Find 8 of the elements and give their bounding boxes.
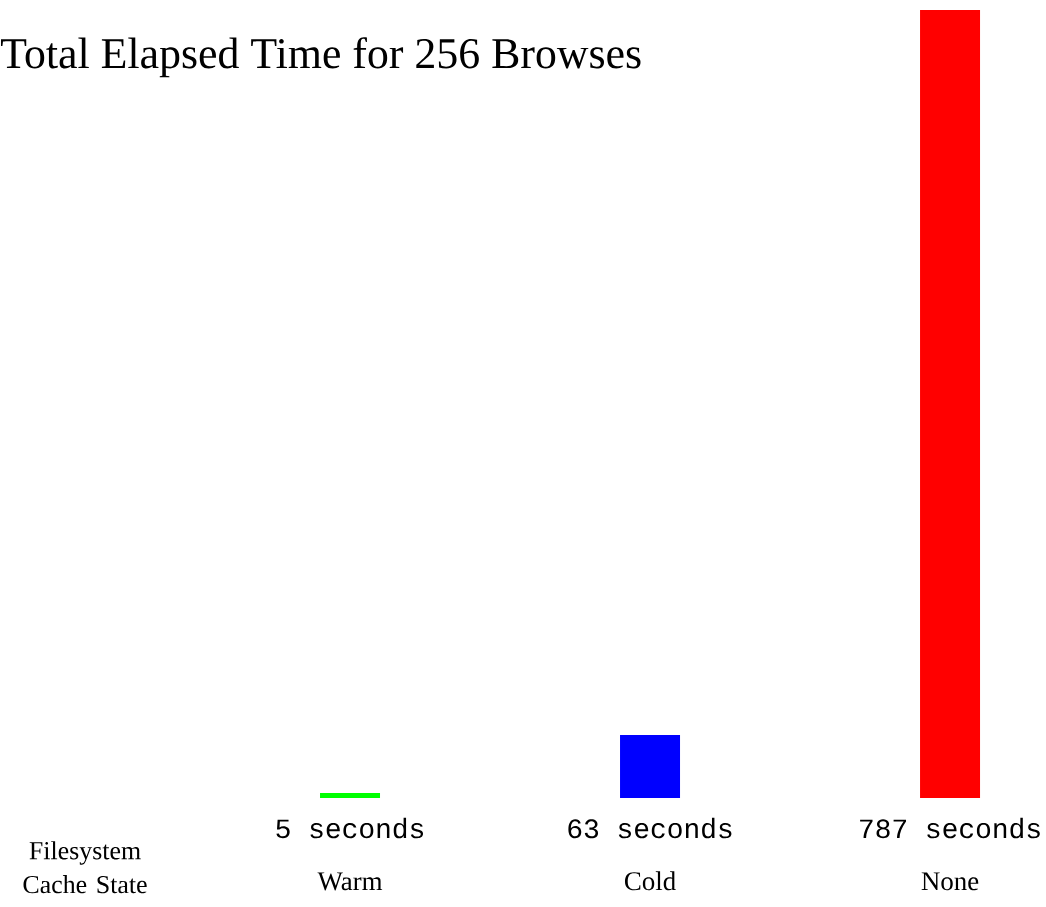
data-label: 63 seconds bbox=[568, 817, 732, 839]
data-label: 787 seconds bbox=[860, 817, 1040, 839]
x-tick-label: None bbox=[921, 872, 979, 891]
x-tick-label: Cold bbox=[624, 871, 676, 891]
text: Total Elapsed Time for 256 Browses bbox=[1, 37, 641, 78]
x-tick-label: Warm bbox=[317, 872, 383, 891]
x-axis-title: Filesystem Cache State bbox=[23, 841, 147, 894]
data-label: 5 seconds bbox=[276, 817, 424, 839]
